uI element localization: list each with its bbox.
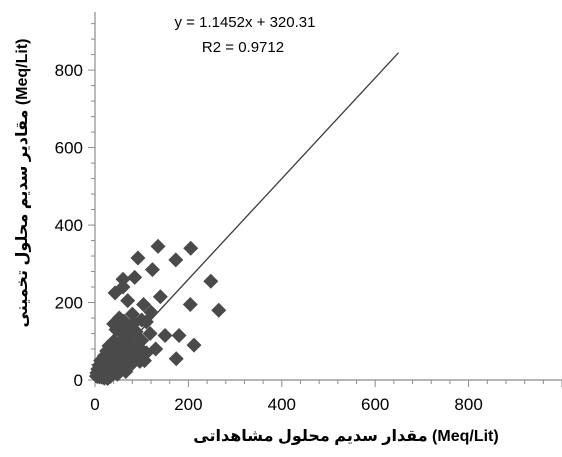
data-point	[127, 269, 143, 285]
y-tick-label: 400	[55, 216, 83, 235]
data-point	[136, 296, 152, 312]
y-tick-label: 600	[55, 139, 83, 158]
y-tick-label: 0	[74, 371, 83, 390]
data-point	[211, 302, 227, 318]
x-tick-label: 800	[454, 395, 482, 414]
data-point	[171, 327, 187, 343]
data-point	[152, 289, 168, 305]
x-tick-label: 600	[361, 395, 389, 414]
data-points	[88, 238, 227, 386]
tick-labels: 0 200 400 600 800 0 200 400 600 800	[55, 61, 483, 414]
data-point	[168, 351, 184, 367]
data-point	[183, 240, 199, 256]
data-point	[150, 238, 166, 254]
data-point	[168, 252, 184, 268]
data-point	[134, 312, 150, 328]
x-axis-title: مقدار سدیم محلول مشاهداتی (Meq/Lit)	[193, 428, 498, 445]
y-axis-title: مقادیر سدیم محلول تخمینی (Meq/Lit)	[14, 39, 31, 328]
axes	[88, 12, 562, 387]
y-tick-label: 200	[55, 294, 83, 313]
y-tick-label: 800	[55, 61, 83, 80]
data-point	[186, 337, 202, 353]
data-point	[120, 293, 136, 309]
data-point	[182, 296, 198, 312]
data-point	[142, 326, 158, 342]
data-point	[100, 370, 116, 386]
trendline-r2: R2 = 0.9712	[202, 39, 284, 56]
data-point	[130, 250, 146, 266]
data-point	[107, 285, 123, 301]
trendline-equation: y = 1.1452x + 320.31	[175, 14, 316, 31]
data-point	[115, 271, 131, 287]
x-tick-label: 400	[268, 395, 296, 414]
data-point	[203, 273, 219, 289]
x-tick-label: 200	[174, 395, 202, 414]
data-point	[122, 357, 138, 373]
data-point	[144, 262, 160, 278]
x-tick-label: 0	[90, 395, 99, 414]
data-point	[157, 327, 173, 343]
